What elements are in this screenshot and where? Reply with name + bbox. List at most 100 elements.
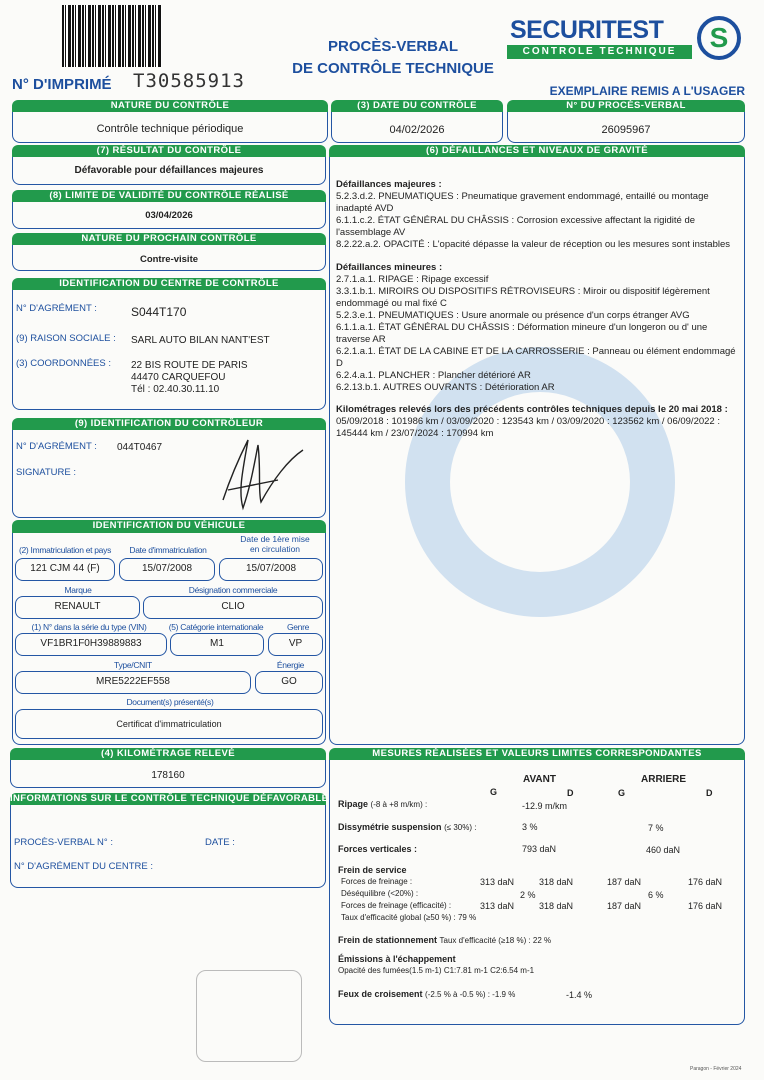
ffe-ar-g: 187 daN: [607, 901, 642, 911]
majeure-item: 5.2.3.d.2. PNEUMATIQUES : Pneumatique gr…: [336, 191, 709, 214]
footer: Paragon - Février 2024: [690, 1066, 742, 1072]
date-header: (3) DATE DU CONTRÔLE: [331, 100, 503, 112]
mineure-item: 6.2.13.b.1. AUTRES OUVRANTS : Détériorat…: [336, 382, 555, 393]
ffe-av-g: 313 daN: [480, 901, 515, 911]
defav-header: INFORMATIONS SUR LE CONTRÔLE TECHNIQUE D…: [10, 793, 329, 805]
nature-box: Contrôle technique périodique: [12, 112, 328, 143]
dissym-av: 3 %: [522, 822, 538, 832]
signature: [222, 439, 304, 511]
vin-label: (1) N° dans la série du type (VIN): [31, 622, 147, 632]
km-history: 05/09/2018 : 101986 km / 03/09/2020 : 12…: [336, 416, 720, 439]
coord-label: (3) COORDONNÉES :: [16, 358, 112, 369]
result-value: Défavorable pour défaillances majeures: [74, 165, 264, 176]
docs-label: Document(s) présenté(s): [126, 697, 214, 707]
feux-2: -1.4 %: [566, 990, 593, 1000]
next-header: NATURE DU PROCHAIN CONTRÔLE: [12, 233, 326, 245]
km-header: (4) KILOMÉTRAGE RELEVÉ: [10, 748, 326, 760]
energie-label: Énergie: [276, 660, 305, 670]
avant-g: G: [490, 787, 498, 797]
date-box: 04/02/2026: [331, 112, 503, 143]
opacite: Opacité des fumées(1.5 m-1) C1:7.81 m-1 …: [338, 966, 535, 975]
arriere-d: D: [706, 788, 713, 798]
centre-header: IDENTIFICATION DU CENTRE DE CONTRÔLE: [12, 278, 326, 290]
nature-header: NATURE DU CONTRÔLE: [12, 100, 328, 112]
exemplaire-usager: EXEMPLAIRE REMIS A L'USAGER: [549, 84, 745, 98]
ff-label: Forces de freinage :: [341, 877, 413, 886]
ff-ar-d: 176 daN: [688, 877, 723, 887]
controleur-agrement-label: N° D'AGRÉMENT :: [16, 441, 97, 452]
type-label: Type/CNIT: [114, 660, 152, 670]
defav-box: PROCÈS-VERBAL N° : DATE : N° D'AGRÉMENT …: [10, 805, 326, 888]
securitest-logo: SECURITEST CONTROLE TECHNIQUE S: [507, 16, 752, 64]
validity-box: 03/04/2026: [12, 202, 326, 229]
raison-label: (9) RAISON SOCIALE :: [16, 333, 116, 344]
genre-field: VP: [268, 633, 323, 656]
ff-ar-g: 187 daN: [607, 877, 642, 887]
signature-label: SIGNATURE :: [16, 467, 76, 478]
next-value: Contre-visite: [139, 254, 199, 265]
addr1: 22 BIS ROUTE DE PARIS: [131, 360, 248, 371]
immat-label: (2) Immatriculation et pays: [18, 545, 112, 555]
defaillances-header: (6) DÉFAILLANCES ET NIVEAUX DE GRAVITÉ: [329, 145, 745, 157]
mineure-item: 6.2.1.a.1. ÉTAT DE LA CABINE ET DE LA CA…: [336, 346, 736, 369]
raison-value: SARL AUTO BILAN NANT'EST: [131, 335, 270, 346]
deseq-label: Déséquilibre (<20%) :: [341, 889, 419, 898]
ffe-label: Forces de freinage (efficacité) :: [341, 901, 452, 910]
defav-agrement-label: N° D'AGRÉMENT DU CENTRE :: [14, 861, 153, 872]
fv-av: 793 daN: [522, 844, 557, 854]
validity-value: 03/04/2026: [145, 210, 193, 221]
cat-label: (5) Catégorie internationale: [168, 622, 264, 632]
vin-field: VF1BR1F0H39889883: [15, 633, 167, 656]
km-value: 178160: [151, 770, 185, 781]
taux-global: Taux d'efficacité global (≥50 %) : 79 %: [341, 913, 477, 922]
avant-header: AVANT: [523, 774, 556, 785]
designation-label: Désignation commerciale: [188, 585, 278, 595]
mineure-item: 6.1.1.a.1. ÉTAT GÉNÉRAL DU CHÂSSIS : Déf…: [336, 322, 708, 345]
ffe-av-d: 318 daN: [539, 901, 574, 911]
centre-agrement: S044T170: [131, 305, 187, 319]
ripage-row: Ripage (-8 à +8 m/km) :: [338, 799, 428, 809]
deseq-ar: 6 %: [648, 890, 664, 900]
date-immat-label: Date d'immatriculation: [129, 545, 207, 555]
km-box: 178160: [10, 760, 326, 788]
defav-date-label: DATE :: [205, 837, 235, 848]
result-header: (7) RÉSULTAT DU CONTRÔLE: [12, 145, 326, 157]
controleur-box: N° D'AGRÉMENT : 044T0467 SIGNATURE :: [12, 430, 326, 518]
deseq-av: 2 %: [520, 890, 536, 900]
dissym-row: Dissymétrie suspension (≤ 30%) :: [338, 822, 477, 832]
validity-header: (8) LIMITE DE VALIDITÉ DU CONTRÔLE RÉALI…: [12, 190, 326, 202]
mineure-item: 2.7.1.a.1. RIPAGE : Ripage excessif: [336, 274, 489, 285]
tel: Tél : 02.40.30.11.10: [131, 384, 220, 395]
controleur-agrement: 044T0467: [117, 442, 163, 453]
date-mise-field: 15/07/2008: [219, 558, 323, 581]
defav-pv-label: PROCÈS-VERBAL N° :: [14, 837, 113, 848]
date-immat-field: 15/07/2008: [119, 558, 215, 581]
type-field: MRE5222EF558: [15, 671, 251, 694]
fs-title: Frein de service: [338, 865, 407, 875]
mesures-header: MESURES RÉALISÉES ET VALEURS LIMITES COR…: [329, 748, 745, 760]
imprime-number: T30585913: [133, 70, 245, 92]
centre-agrement-label: N° D'AGRÉMENT :: [16, 303, 97, 314]
majeure-item: 6.1.1.c.2. ÉTAT GÉNÉRAL DU CHÂSSIS : Cor…: [336, 215, 696, 238]
ff-av-g: 313 daN: [480, 877, 515, 887]
pv-header: N° DU PROCÈS-VERBAL: [507, 100, 745, 112]
defaillances-box: Défaillances majeures : 5.2.3.d.2. PNEUM…: [329, 157, 745, 745]
majeures-title: Défaillances majeures :: [336, 179, 442, 190]
date-value: 04/02/2026: [389, 124, 445, 136]
addr2: 44470 CARQUEFOU: [131, 372, 226, 383]
mineure-item: 3.3.1.b.1. MIROIRS OU DISPOSITIFS RÉTROV…: [336, 286, 710, 309]
controleur-header: (9) IDENTIFICATION DU CONTRÔLEUR: [12, 418, 326, 430]
barcode: [62, 5, 162, 67]
fstat-row: Frein de stationnement Taux d'efficacité…: [338, 935, 552, 945]
vehicle-box: (2) Immatriculation et pays Date d'immat…: [12, 533, 326, 745]
result-box: Défavorable pour défaillances majeures: [12, 157, 326, 185]
mineures-title: Défaillances mineures :: [336, 262, 443, 273]
arriere-g: G: [618, 788, 626, 798]
ffe-ar-d: 176 daN: [688, 901, 723, 911]
marque-label: Marque: [64, 585, 92, 595]
pv-value: 26095967: [601, 124, 651, 136]
next-box: Contre-visite: [12, 245, 326, 271]
stamp-area: [196, 970, 302, 1062]
fv-label: Forces verticales :: [338, 844, 418, 854]
